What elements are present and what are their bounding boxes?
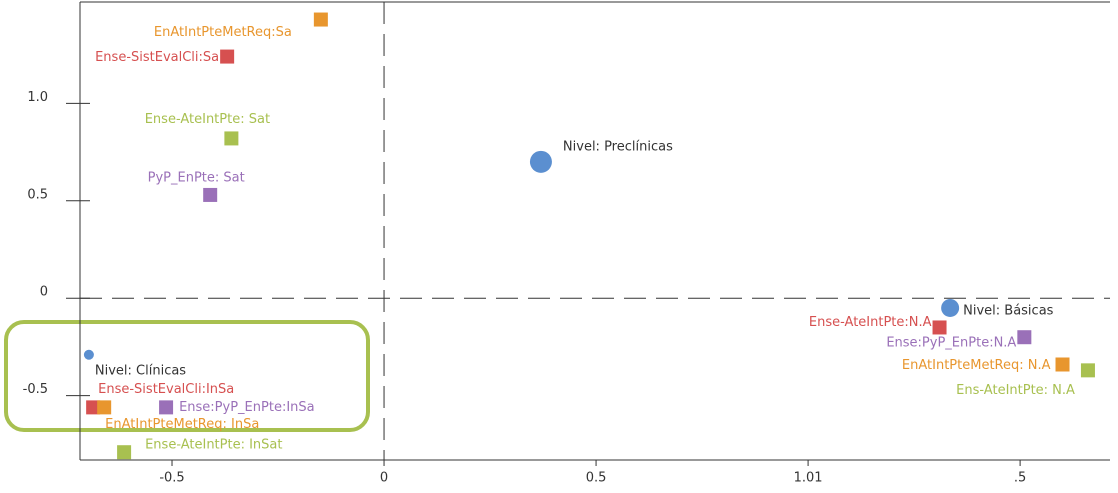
point-label: EnAtIntPteMetReq: InSa (105, 417, 259, 432)
point (83, 349, 94, 360)
point-label: Ense:PyP_EnPte:N.A (886, 336, 1016, 351)
point-label: EnAtIntPteMetReq:Sa (154, 25, 292, 40)
point-label: Ens-AteIntPte: N.A (956, 383, 1075, 398)
y-tick-label: -0.5 (23, 382, 48, 397)
point (1055, 357, 1070, 372)
point (224, 131, 239, 146)
x-tick-label: 0.5 (586, 471, 607, 486)
point (529, 150, 552, 173)
point-label: Ense:PyP_EnPte:InSa (179, 400, 315, 415)
point-label: Ense-SistEvalCli:Sa (95, 50, 219, 65)
y-tick-label: 0 (40, 285, 48, 300)
point (313, 12, 328, 27)
point (220, 49, 235, 64)
y-tick-label: 1.0 (27, 90, 48, 105)
point (203, 187, 218, 202)
y-tick-label: 0.5 (27, 187, 48, 202)
point-label: Nivel: Básicas (963, 303, 1054, 318)
point (97, 400, 112, 415)
point (86, 400, 101, 415)
point-label: PyP_EnPte: Sat (148, 170, 245, 185)
point-label: Nivel: Clínicas (95, 363, 186, 378)
x-tick-label: 1.01 (794, 471, 823, 486)
point-label: Ense-AteIntPte: InSat (145, 438, 282, 453)
point (159, 400, 174, 415)
point (941, 298, 960, 317)
point-label: Ense-AteIntPte:N.A (809, 315, 932, 330)
point-label: Ense-AteIntPte: Sat (145, 112, 270, 127)
x-tick-label: -0.5 (159, 471, 184, 486)
highlight-box (4, 320, 370, 432)
point-label: Ense-SistEvalCli:InSa (98, 382, 234, 397)
x-tick-label: .5 (1014, 471, 1026, 486)
point-label: EnAtIntPteMetReq: N.A (902, 358, 1051, 373)
point (1080, 363, 1095, 378)
point (932, 320, 947, 335)
point (1017, 330, 1032, 345)
point-label: Nivel: Preclínicas (563, 139, 673, 154)
x-tick-label: 0 (380, 471, 388, 486)
point (117, 445, 132, 460)
